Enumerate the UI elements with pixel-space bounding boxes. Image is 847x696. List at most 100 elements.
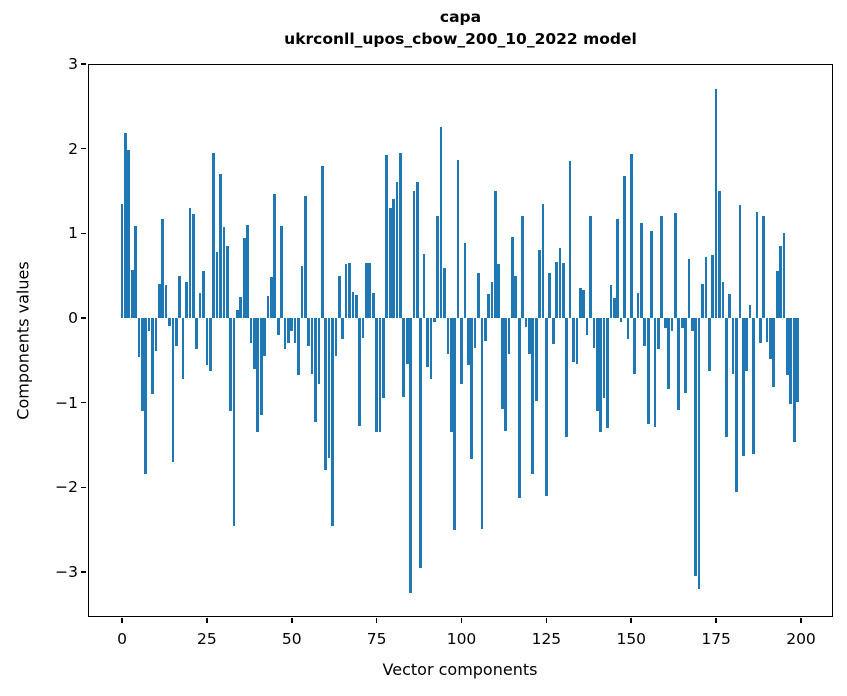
bar bbox=[124, 133, 127, 318]
bar bbox=[521, 215, 524, 318]
bar bbox=[555, 262, 558, 318]
bar bbox=[168, 318, 171, 327]
bar bbox=[290, 318, 294, 331]
x-tick bbox=[121, 618, 123, 623]
bar bbox=[748, 305, 752, 318]
bar bbox=[782, 233, 786, 318]
bar bbox=[229, 318, 232, 412]
bar bbox=[320, 165, 324, 318]
x-tick-label: 150 bbox=[616, 630, 647, 648]
bar bbox=[606, 318, 609, 429]
bar bbox=[738, 205, 742, 318]
bar bbox=[477, 273, 480, 318]
bar bbox=[538, 250, 541, 318]
bar bbox=[640, 223, 643, 318]
bar bbox=[232, 318, 236, 526]
bar bbox=[195, 318, 199, 350]
bar bbox=[677, 318, 681, 411]
bar bbox=[616, 218, 619, 318]
bar bbox=[595, 318, 599, 412]
x-tick-label: 75 bbox=[366, 630, 387, 648]
bar bbox=[236, 309, 239, 318]
x-tick-label: 25 bbox=[197, 630, 217, 648]
bar bbox=[134, 225, 137, 318]
x-tick-label: 175 bbox=[701, 630, 731, 648]
bar bbox=[765, 318, 769, 342]
bar bbox=[137, 318, 141, 357]
bar bbox=[453, 318, 457, 530]
y-tick bbox=[81, 401, 86, 404]
bar bbox=[351, 291, 355, 318]
bar bbox=[480, 318, 484, 529]
bar bbox=[365, 262, 368, 318]
bar bbox=[202, 270, 205, 318]
bar bbox=[171, 318, 175, 462]
bar bbox=[572, 318, 575, 363]
bar bbox=[769, 318, 772, 359]
bar bbox=[419, 318, 423, 568]
bar bbox=[687, 258, 691, 318]
bar bbox=[348, 262, 351, 318]
y-tick-label: −1 bbox=[55, 393, 78, 412]
bar bbox=[711, 255, 715, 318]
bar bbox=[545, 318, 548, 496]
bar bbox=[341, 318, 344, 340]
bar bbox=[646, 318, 650, 424]
bar bbox=[528, 318, 531, 355]
bar bbox=[185, 282, 188, 318]
bar bbox=[612, 297, 616, 318]
bar bbox=[388, 207, 392, 318]
bar bbox=[371, 292, 375, 318]
y-tick bbox=[81, 232, 86, 235]
bar bbox=[215, 251, 219, 318]
bar bbox=[409, 318, 412, 594]
x-tick bbox=[460, 618, 463, 623]
bar bbox=[558, 247, 562, 318]
bar bbox=[494, 190, 497, 318]
bar bbox=[786, 318, 789, 375]
bar bbox=[507, 318, 511, 355]
x-tick bbox=[630, 618, 633, 623]
bar bbox=[436, 216, 440, 318]
bar bbox=[548, 273, 552, 318]
bar bbox=[602, 318, 606, 399]
bar bbox=[626, 318, 630, 340]
x-axis-label: Vector components bbox=[382, 660, 538, 679]
x-tick bbox=[800, 618, 802, 623]
bar bbox=[582, 290, 586, 318]
bar bbox=[694, 318, 698, 577]
bar bbox=[208, 318, 212, 371]
bar bbox=[293, 318, 297, 344]
bar bbox=[473, 318, 477, 348]
bar bbox=[416, 182, 419, 318]
bar bbox=[718, 190, 721, 318]
bar bbox=[762, 216, 765, 318]
plot-area bbox=[88, 64, 833, 617]
bar bbox=[755, 212, 759, 318]
x-tick bbox=[206, 618, 208, 623]
bar bbox=[130, 269, 134, 318]
bar bbox=[643, 318, 647, 346]
bar bbox=[585, 318, 589, 335]
x-tick-label: 0 bbox=[117, 630, 127, 648]
bar bbox=[772, 318, 776, 387]
bar bbox=[701, 284, 704, 318]
bar bbox=[589, 215, 592, 318]
bar bbox=[181, 318, 185, 379]
y-tick bbox=[81, 147, 86, 150]
y-tick bbox=[81, 486, 86, 489]
y-tick bbox=[81, 317, 86, 319]
bar bbox=[487, 294, 490, 318]
bar bbox=[178, 275, 182, 318]
bar bbox=[541, 203, 545, 318]
bar bbox=[382, 318, 385, 399]
bar bbox=[141, 318, 144, 412]
bar bbox=[562, 262, 565, 318]
bar bbox=[707, 318, 711, 371]
x-tick-label: 200 bbox=[786, 630, 816, 648]
bars-layer bbox=[88, 64, 833, 617]
bar bbox=[242, 237, 246, 318]
bar bbox=[667, 318, 670, 390]
bar bbox=[463, 242, 467, 318]
